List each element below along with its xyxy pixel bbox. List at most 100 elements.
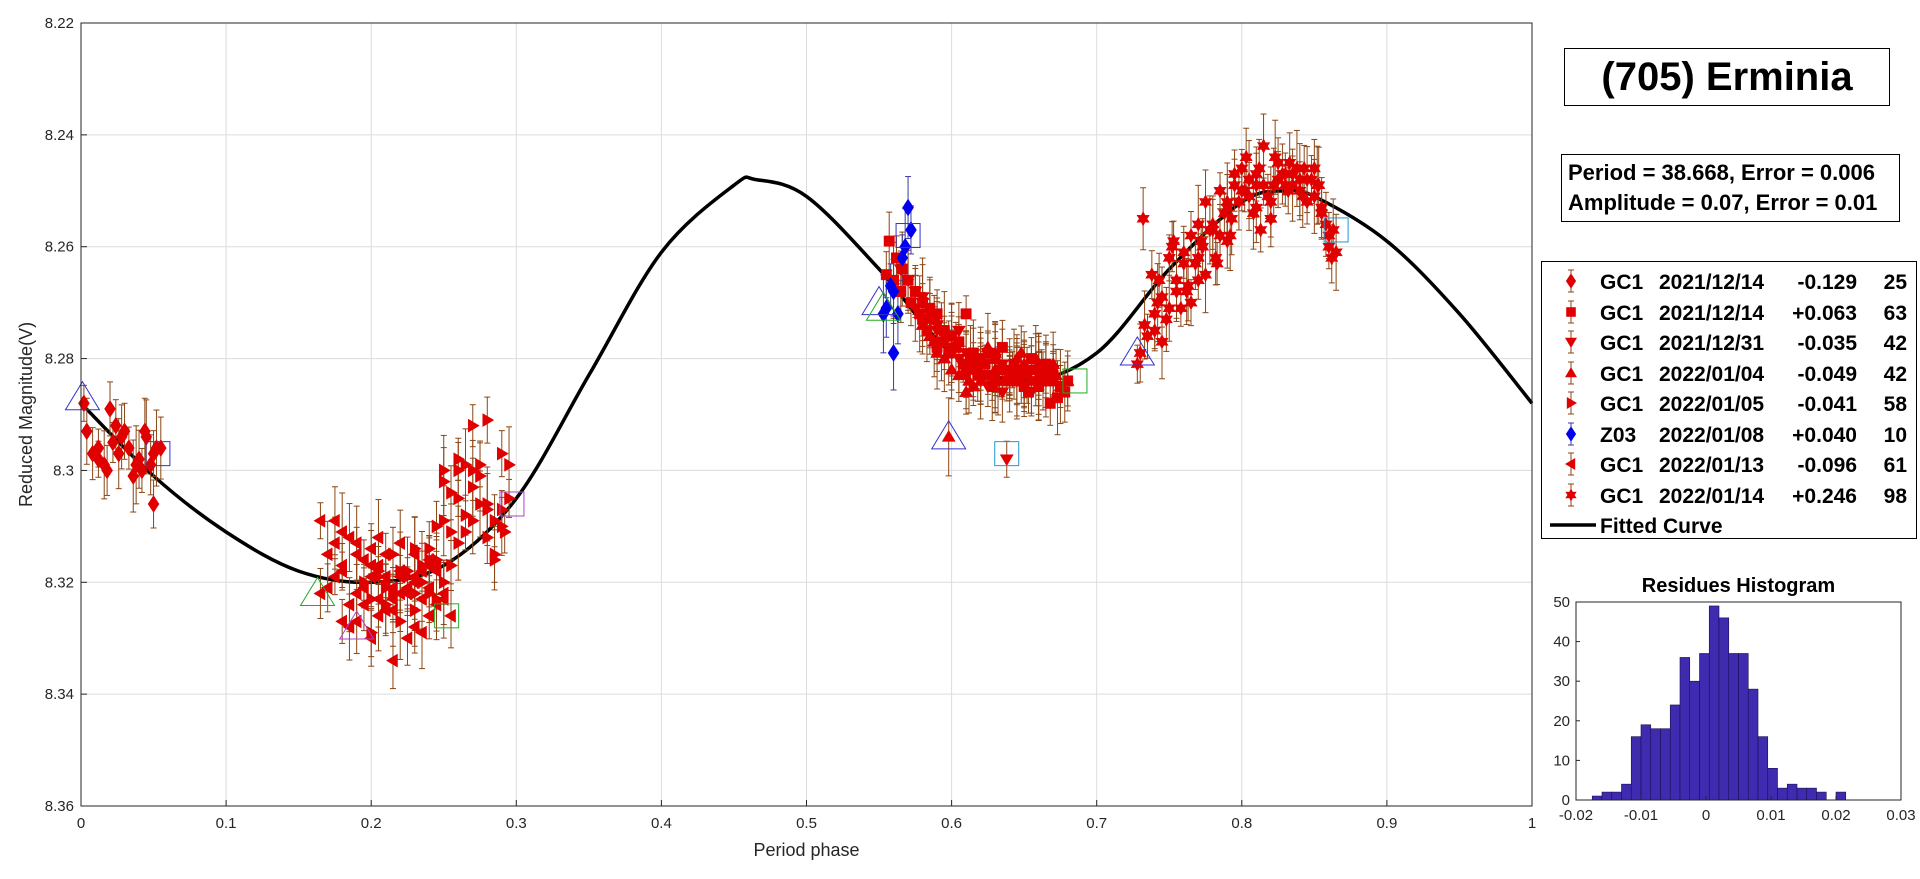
legend-offset: -0.096 — [1797, 454, 1857, 477]
data-point — [364, 541, 376, 556]
data-point — [378, 575, 391, 590]
histogram-bar — [1728, 653, 1739, 801]
data-point — [342, 530, 355, 545]
error-bars-group — [80, 113, 1340, 690]
data-point — [431, 519, 444, 534]
data-point — [1252, 160, 1266, 177]
data-point — [414, 564, 427, 579]
data-point — [460, 457, 473, 472]
data-point — [436, 592, 449, 607]
data-point — [446, 485, 458, 500]
data-point — [414, 592, 427, 607]
plot-frame — [80, 22, 1533, 807]
data-point — [908, 303, 923, 316]
data-point — [1130, 356, 1144, 372]
data-point — [139, 422, 151, 441]
period-text: Period = 38.668, Error = 0.006 — [1568, 160, 1875, 185]
legend-station: GC1 — [1600, 271, 1644, 294]
data-point — [409, 603, 422, 618]
data-point — [1217, 205, 1232, 221]
data-point — [349, 586, 362, 601]
data-point — [453, 452, 466, 467]
data-point — [951, 325, 966, 338]
highlight-square — [895, 223, 921, 249]
data-point — [385, 592, 398, 607]
y-tick-label: 8.28 — [45, 351, 74, 368]
data-point — [395, 614, 408, 629]
data-point — [1213, 227, 1227, 244]
hist-x-tick-label: -0.01 — [1624, 807, 1658, 824]
highlight-square — [145, 441, 171, 467]
data-point — [130, 455, 142, 474]
residues-histogram: Residues Histogram -0.02 -0.01 0 0.01 0.02 0.… — [1553, 575, 1915, 824]
data-point — [944, 362, 959, 375]
data-point — [1005, 362, 1020, 375]
data-point — [1049, 368, 1064, 381]
data-point — [422, 580, 435, 595]
legend-count: 61 — [1883, 454, 1907, 477]
legend-date: 2021/12/14 — [1659, 271, 1765, 294]
legend-entry: GC1 2022/01/13 -0.096 61 — [1542, 449, 1916, 479]
data-point — [356, 597, 369, 612]
histogram-bar — [1767, 768, 1778, 801]
hist-y-tick-label: 20 — [1553, 713, 1570, 730]
data-point — [1206, 222, 1220, 238]
data-point — [112, 444, 125, 463]
x-tick-label: 0.8 — [1231, 815, 1252, 832]
histogram-bar — [1640, 724, 1652, 801]
data-point — [154, 439, 167, 457]
data-point — [467, 480, 480, 495]
data-point — [482, 502, 495, 517]
chart-title: (705) Erminia — [1564, 48, 1890, 106]
data-point — [1326, 222, 1340, 238]
data-point — [371, 592, 384, 607]
data-point — [1191, 216, 1205, 233]
data-point — [899, 237, 911, 256]
data-point — [1024, 387, 1039, 400]
histogram-bar — [1835, 791, 1847, 801]
data-point — [959, 357, 974, 369]
legend-count: 63 — [1883, 301, 1907, 325]
data-point — [980, 340, 995, 353]
data-point — [902, 198, 914, 217]
data-point — [335, 558, 347, 573]
data-point — [1034, 362, 1049, 375]
data-point — [901, 275, 916, 288]
data-point — [1300, 171, 1314, 188]
legend-entry: GC1 2022/01/14 +0.246 98 — [1542, 480, 1916, 510]
highlight-triangle — [1119, 336, 1156, 366]
data-point — [1264, 211, 1278, 227]
data-point — [999, 454, 1014, 467]
data-point — [1020, 368, 1034, 381]
legend-station: GC1 — [1600, 301, 1644, 325]
data-point — [1242, 171, 1256, 188]
highlight-square — [499, 491, 525, 517]
data-point — [335, 525, 347, 539]
data-point — [905, 221, 917, 239]
highlight-square — [1062, 368, 1088, 394]
data-point — [1162, 250, 1176, 266]
legend-offset: +0.246 — [1792, 484, 1857, 508]
data-point — [930, 325, 945, 338]
y-tick-label: 8.34 — [45, 686, 74, 703]
data-point — [1210, 255, 1224, 272]
data-point — [1162, 300, 1176, 316]
legend-entry: GC1 2021/12/14 +0.063 63 — [1542, 297, 1916, 327]
data-point — [349, 536, 362, 551]
data-point — [385, 603, 398, 618]
data-point — [127, 467, 140, 485]
legend-date: 2021/12/14 — [1659, 301, 1765, 325]
data-point — [400, 631, 413, 646]
legend-count: 42 — [1883, 362, 1907, 386]
data-point — [356, 580, 369, 595]
histogram-bar — [1786, 783, 1798, 801]
x-tick-label: 0.2 — [361, 815, 382, 832]
data-point — [378, 603, 391, 618]
data-point — [1256, 138, 1271, 154]
data-point — [496, 519, 509, 534]
data-point — [446, 525, 458, 539]
legend-marker-icon — [1565, 422, 1577, 445]
legend-entry: GC1 2022/01/05 -0.041 58 — [1542, 388, 1916, 418]
data-point — [385, 653, 398, 668]
data-point — [1296, 188, 1310, 205]
